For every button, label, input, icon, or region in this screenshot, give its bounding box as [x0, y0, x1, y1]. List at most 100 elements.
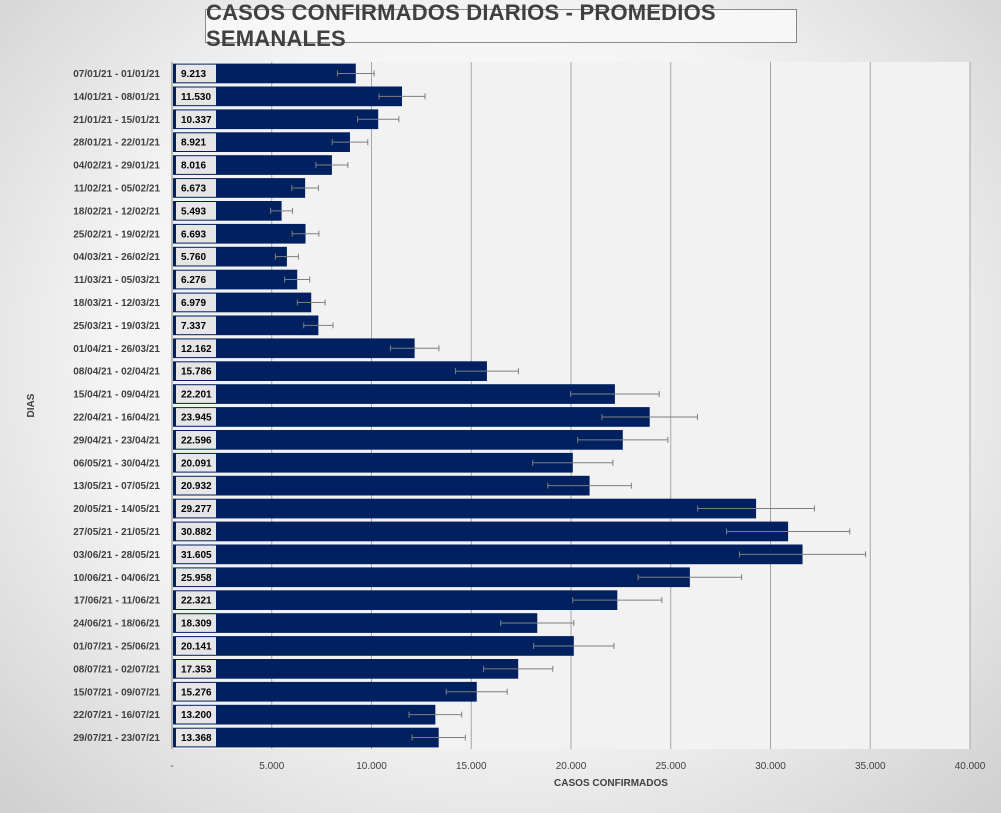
value-label-box	[176, 224, 216, 243]
bar	[173, 613, 538, 633]
x-tick-label: 20.000	[556, 761, 587, 772]
value-label: 25.958	[181, 573, 212, 584]
x-tick-label: 15.000	[456, 761, 487, 772]
bar	[173, 567, 690, 588]
value-label: 5.493	[181, 206, 206, 217]
category-label: 01/04/21 - 26/03/21	[73, 344, 160, 355]
value-label: 29.277	[181, 504, 212, 515]
bar	[173, 681, 477, 702]
bar	[173, 407, 650, 427]
value-label-box	[176, 522, 216, 541]
value-label-box	[176, 133, 216, 151]
bar	[173, 452, 573, 473]
value-label-box	[176, 476, 216, 495]
value-label: 13.368	[181, 733, 212, 744]
bar	[173, 659, 519, 679]
value-label-box	[176, 110, 216, 129]
category-label: 25/02/21 - 19/02/21	[73, 229, 160, 240]
category-label: 28/01/21 - 22/01/21	[73, 138, 160, 149]
value-label: 17.353	[181, 664, 212, 675]
value-label-box	[176, 545, 216, 564]
value-label: 10.337	[181, 115, 212, 126]
value-label: 11.530	[181, 92, 211, 103]
value-label: 7.337	[181, 321, 206, 332]
value-label: 9.213	[181, 69, 206, 80]
category-label: 11/03/21 - 05/03/21	[74, 275, 161, 286]
category-label: 03/06/21 - 28/05/21	[73, 550, 160, 561]
category-label: 04/02/21 - 29/01/21	[73, 161, 160, 172]
category-label: 18/02/21 - 12/02/21	[73, 206, 160, 217]
bar	[173, 727, 439, 748]
category-label: 29/04/21 - 23/04/21	[73, 435, 160, 446]
x-tick-label: 5.000	[259, 761, 284, 772]
value-label: 12.162	[181, 344, 212, 355]
category-label: 18/03/21 - 12/03/21	[73, 298, 160, 309]
category-label: 25/03/21 - 19/03/21	[73, 321, 160, 332]
x-tick-label: 40.000	[955, 761, 986, 772]
x-axis-title: CASOS CONFIRMADOS	[554, 778, 668, 789]
value-label-box	[176, 293, 216, 312]
category-label: 01/07/21 - 25/06/21	[73, 641, 160, 652]
category-label: 20/05/21 - 14/05/21	[73, 504, 160, 515]
bar	[173, 521, 789, 542]
value-label: 15.786	[181, 367, 212, 378]
category-label: 13/05/21 - 07/05/21	[73, 481, 160, 492]
value-label-box	[176, 705, 216, 724]
value-label: 8.016	[181, 161, 206, 172]
x-tick-label: 25.000	[655, 761, 686, 772]
value-label-box	[176, 499, 216, 518]
value-label-box	[176, 728, 216, 747]
value-label: 15.276	[181, 687, 212, 698]
value-label-box	[176, 247, 216, 266]
value-label-box	[176, 568, 216, 587]
category-label: 10/06/21 - 04/06/21	[73, 573, 160, 584]
value-label: 18.309	[181, 619, 212, 630]
value-label: 6.979	[181, 298, 206, 309]
bar	[173, 430, 623, 450]
category-label: 15/04/21 - 09/04/21	[73, 390, 160, 401]
value-label-box	[176, 339, 216, 358]
y-axis-title: DIAS	[26, 393, 37, 417]
bar	[173, 361, 487, 381]
category-label: 06/05/21 - 30/04/21	[73, 458, 160, 469]
bar	[173, 636, 574, 656]
value-label: 20.932	[181, 481, 212, 492]
category-label: 11/02/21 - 05/02/21	[74, 183, 161, 194]
value-label-box	[176, 64, 216, 83]
bar	[173, 109, 379, 130]
value-label: 22.201	[181, 390, 212, 401]
category-label: 17/06/21 - 11/06/21	[74, 596, 161, 607]
x-tick-label: 35.000	[855, 761, 886, 772]
category-label: 22/07/21 - 16/07/21	[73, 710, 160, 721]
value-label: 22.321	[181, 596, 212, 607]
x-tick-label: 10.000	[356, 761, 387, 772]
category-label: 14/01/21 - 08/01/21	[73, 92, 160, 103]
bar	[173, 498, 757, 519]
value-label-box	[176, 431, 216, 449]
bar	[173, 86, 403, 107]
category-label: 08/07/21 - 02/07/21	[73, 664, 160, 675]
x-tick-label: -	[170, 761, 173, 772]
value-label: 22.596	[181, 435, 212, 446]
category-label: 29/07/21 - 23/07/21	[73, 733, 160, 744]
value-label-box	[176, 385, 216, 403]
value-label-box	[176, 408, 216, 426]
bar	[173, 132, 350, 152]
value-label-box	[176, 614, 216, 632]
value-label: 5.760	[181, 252, 206, 263]
value-label: 23.945	[181, 412, 212, 423]
value-label-box	[176, 682, 216, 701]
value-label-box	[176, 179, 216, 197]
value-label: 6.673	[181, 183, 206, 194]
value-label-box	[176, 202, 216, 220]
value-label: 20.091	[181, 458, 212, 469]
value-label: 31.605	[181, 550, 212, 561]
bar	[173, 704, 436, 725]
value-label-box	[176, 87, 216, 106]
value-label-box	[176, 316, 216, 335]
value-label-box	[176, 156, 216, 174]
category-label: 15/07/21 - 09/07/21	[73, 687, 160, 698]
value-label: 6.693	[181, 229, 206, 240]
value-label: 20.141	[181, 641, 212, 652]
